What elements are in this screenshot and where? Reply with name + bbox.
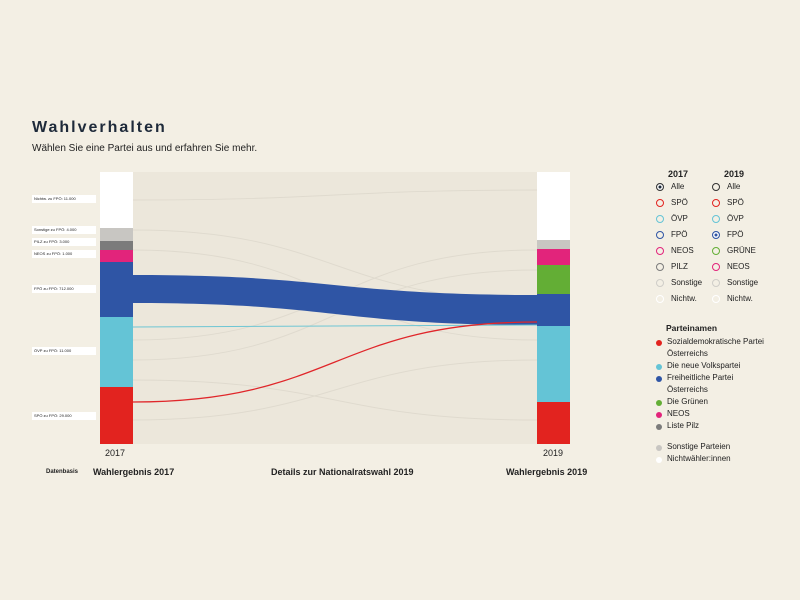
radio[interactable] (656, 230, 664, 239)
radio[interactable] (656, 278, 664, 287)
option-label[interactable]: Sonstige (727, 278, 759, 287)
flow-spo (132, 321, 538, 403)
legend-title: Parteinamen (666, 323, 718, 333)
flow-fpo (133, 275, 537, 325)
radio-option[interactable]: ÖVP (712, 214, 744, 223)
background-flows (132, 189, 538, 421)
legend-label: Sozialdemokratische Partei Österreichs (667, 337, 764, 358)
radio-option[interactable]: SPÖ (712, 198, 744, 207)
radio-option[interactable]: Alle (712, 182, 740, 191)
legend-dot (656, 424, 662, 430)
radio[interactable] (712, 246, 720, 255)
legend-dot (656, 412, 662, 418)
subtitle: Wählen Sie eine Partei aus und erfahren … (32, 143, 258, 154)
option-label[interactable]: NEOS (671, 246, 694, 255)
legend-label: Freiheitliche Partei Österreichs (667, 373, 734, 394)
option-label[interactable]: Sonstige (671, 278, 703, 287)
legend-item: Freiheitliche Partei Österreichs (656, 373, 786, 396)
title: Wahlverhalten (32, 119, 167, 136)
legend-label: Die Grünen (667, 397, 708, 406)
legend-dot (656, 457, 662, 463)
col-title: 2019 (724, 169, 745, 179)
radio-option[interactable]: Nichtw. (712, 294, 753, 303)
bar-2017 (100, 172, 133, 444)
flow-ovp (132, 324, 538, 328)
radio-option[interactable]: SPÖ (656, 198, 688, 207)
option-label[interactable]: FPÖ (727, 230, 744, 239)
radio-option[interactable]: ÖVP (656, 214, 688, 223)
radio-option[interactable]: FPÖ (712, 230, 743, 239)
legend-dot (656, 400, 662, 406)
radio[interactable] (712, 278, 720, 287)
radio[interactable] (712, 294, 720, 303)
radio[interactable] (712, 182, 720, 191)
radio[interactable] (656, 294, 664, 303)
legend-dot (656, 340, 662, 346)
bar-2019 (537, 172, 570, 444)
flow-label: Nichtw. zu FPÖ: 11.000 (32, 195, 96, 203)
radio[interactable] (712, 230, 720, 239)
option-label[interactable]: Nichtw. (671, 294, 697, 303)
flow-label: NEOS zu FPÖ: 1.000 (32, 250, 96, 258)
footer-center[interactable]: Details zur Nationalratswahl 2019 (271, 467, 414, 477)
flow-label: ÖVP zu FPÖ: 11.000 (32, 347, 96, 355)
flow-label: SPÖ zu FPÖ: 29.000 (32, 412, 96, 420)
option-label[interactable]: GRÜNE (727, 246, 756, 255)
radio-option[interactable]: Sonstige (656, 278, 702, 287)
radio-option[interactable]: PILZ (656, 262, 688, 271)
legend-item: Liste Pilz (656, 421, 786, 432)
radio-option[interactable]: Nichtw. (656, 294, 697, 303)
radio[interactable] (712, 198, 720, 207)
footer-right: Wahlergebnis 2019 (506, 467, 588, 477)
legend-dot (656, 376, 662, 382)
option-label[interactable]: Nichtw. (727, 294, 753, 303)
radio[interactable] (712, 262, 720, 271)
legend-item: Sonstige Parteien (656, 442, 786, 453)
radio[interactable] (656, 198, 664, 207)
source[interactable]: Datenbasis (46, 469, 79, 475)
option-label[interactable]: ÖVP (727, 214, 744, 223)
flow-label: PILZ zu FPÖ: 3.000 (32, 238, 96, 246)
legend-item: Die neue Volkspartei (656, 361, 786, 372)
option-label[interactable]: SPÖ (727, 198, 744, 207)
flow-label: Sonstige zu FPÖ: 4.000 (32, 226, 96, 234)
col-title: 2017 (668, 169, 689, 179)
axis-left: 2017 (105, 448, 126, 458)
option-label[interactable]: FPÖ (671, 230, 688, 239)
flow-label: FPÖ zu FPÖ: 712.000 (32, 285, 96, 293)
legend-item: Nichtwähler:innen (656, 454, 786, 465)
legend-dot (656, 445, 662, 451)
legend-dot (656, 364, 662, 370)
option-label[interactable]: PILZ (671, 262, 688, 271)
option-label[interactable]: Alle (671, 182, 685, 191)
footer-left: Wahlergebnis 2017 (93, 467, 175, 477)
legend-label: NEOS (667, 409, 690, 418)
option-label[interactable]: ÖVP (671, 214, 688, 223)
radio-option[interactable]: FPÖ (656, 230, 687, 239)
radio-option[interactable]: NEOS (656, 246, 694, 255)
option-label[interactable]: NEOS (727, 262, 750, 271)
legend-item: Die Grünen (656, 397, 786, 408)
legend-label: Liste Pilz (667, 421, 700, 430)
legend-label: Sonstige Parteien (667, 442, 731, 451)
axis-right: 2019 (543, 448, 564, 458)
radio[interactable] (656, 246, 664, 255)
radio-option[interactable]: NEOS (712, 262, 750, 271)
radio[interactable] (712, 214, 720, 223)
radio[interactable] (656, 262, 664, 271)
legend-label: Die neue Volkspartei (667, 361, 741, 370)
radio-option[interactable]: Sonstige (712, 278, 758, 287)
radio-option[interactable]: GRÜNE (712, 246, 756, 255)
radio[interactable] (656, 182, 664, 191)
option-label[interactable]: Alle (727, 182, 741, 191)
radio[interactable] (656, 214, 664, 223)
legend-item: Sozialdemokratische Partei Österreichs (656, 337, 786, 360)
radio-option[interactable]: Alle (656, 182, 684, 191)
option-label[interactable]: SPÖ (671, 198, 688, 207)
legend-item: NEOS (656, 409, 786, 420)
legend-label: Nichtwähler:innen (667, 454, 731, 463)
